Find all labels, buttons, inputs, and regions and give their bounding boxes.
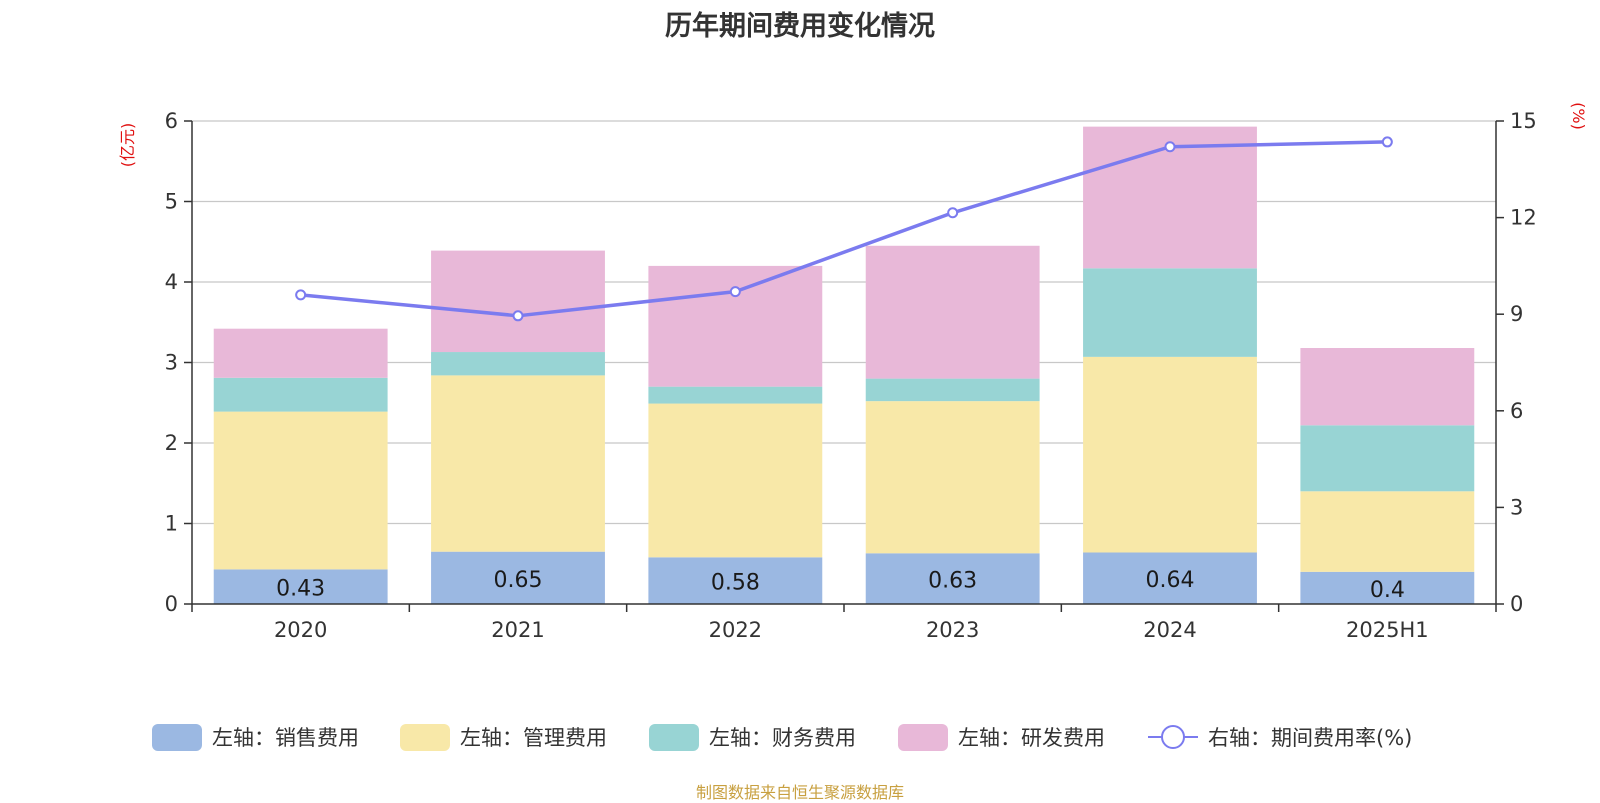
bar-segment-series-2-2022 bbox=[648, 386, 823, 404]
bar-segment-series-1-2025H1 bbox=[1300, 491, 1475, 572]
legend-label: 左轴：管理费用 bbox=[460, 726, 607, 750]
legend-label: 左轴：财务费用 bbox=[709, 726, 856, 750]
right-axis-tick-label: 12 bbox=[1510, 206, 1537, 230]
bar-segment-series-0-2025H1 bbox=[1300, 571, 1475, 604]
rate-line-series bbox=[295, 136, 1393, 322]
bar-segment-series-0-2024 bbox=[1083, 552, 1257, 604]
x-axis-tick-label: 2023 bbox=[926, 618, 979, 642]
legend-label: 右轴：期间费用率(%) bbox=[1208, 726, 1412, 750]
bar-segment-series-2-2023 bbox=[865, 378, 1040, 402]
bar-segment-series-2-2021 bbox=[431, 352, 605, 376]
bar-segment-series-1-2020 bbox=[213, 411, 388, 570]
bar-segment-series-2-2020 bbox=[213, 377, 388, 412]
right-axis-unit: (%) bbox=[1569, 102, 1588, 130]
bar-segment-series-1-2023 bbox=[865, 401, 1040, 554]
bar-segment-series-3-2020 bbox=[213, 328, 388, 378]
left-axis-tick-label: 5 bbox=[165, 190, 178, 214]
rate-point-2023 bbox=[947, 207, 959, 219]
bar-segment-series-2-2024 bbox=[1083, 268, 1257, 357]
rate-point-2024 bbox=[1164, 141, 1176, 153]
left-axis-tick-label: 0 bbox=[165, 592, 178, 616]
left-axis-tick-label: 3 bbox=[165, 351, 178, 375]
legend-swatch bbox=[649, 724, 699, 751]
source-note: 制图数据来自恒生聚源数据库 bbox=[695, 783, 904, 802]
bar-data-label: 0.65 bbox=[494, 568, 543, 593]
bar-segment-series-3-2025H1 bbox=[1300, 348, 1475, 426]
bar-segment-series-1-2021 bbox=[431, 375, 605, 552]
right-axis-tick-label: 6 bbox=[1510, 399, 1523, 423]
bar-segment-series-3-2023 bbox=[865, 245, 1040, 379]
right-axis-tick-label: 9 bbox=[1510, 302, 1523, 326]
bar-segment-series-1-2024 bbox=[1083, 356, 1257, 553]
x-axis-tick-label: 2020 bbox=[274, 618, 327, 642]
x-axis-tick-label: 2021 bbox=[491, 618, 544, 642]
left-axis-unit: (亿元) bbox=[118, 123, 137, 168]
left-axis-tick-label: 1 bbox=[165, 512, 178, 536]
bar-data-label: 0.64 bbox=[1146, 568, 1195, 593]
rate-point-2021 bbox=[512, 310, 524, 322]
bar-segment-series-1-2022 bbox=[648, 403, 823, 558]
bar-segment-series-2-2025H1 bbox=[1300, 425, 1475, 492]
bar-data-label: 0.58 bbox=[711, 571, 760, 596]
right-axis-tick-label: 3 bbox=[1510, 495, 1523, 519]
bar-segment-series-0-2021 bbox=[431, 551, 605, 604]
rate-point-2022 bbox=[729, 286, 741, 298]
rate-line bbox=[300, 140, 1388, 318]
bar-segment-series-3-2021 bbox=[431, 250, 605, 353]
legend-swatch bbox=[152, 724, 202, 751]
legend-swatch bbox=[400, 724, 450, 751]
legend-label: 左轴：销售费用 bbox=[212, 726, 359, 750]
rate-point-2025H1 bbox=[1381, 136, 1393, 148]
legend-swatch bbox=[898, 724, 948, 751]
bar-segment-series-0-2020 bbox=[213, 569, 388, 604]
left-axis-tick-label: 2 bbox=[165, 431, 178, 455]
left-axis-tick-label: 6 bbox=[165, 109, 178, 133]
x-axis-tick-label: 2024 bbox=[1143, 618, 1196, 642]
bar-segment-series-0-2022 bbox=[648, 557, 823, 604]
right-axis-tick-label: 15 bbox=[1510, 109, 1537, 133]
bar-data-label: 0.4 bbox=[1370, 578, 1405, 603]
legend-label: 左轴：研发费用 bbox=[958, 726, 1105, 750]
grid-lines bbox=[192, 120, 1496, 525]
x-axis-tick-label: 2022 bbox=[709, 618, 762, 642]
bars bbox=[213, 126, 1475, 604]
x-axis-tick-label: 2025H1 bbox=[1346, 618, 1429, 642]
bar-data-label: 0.63 bbox=[928, 569, 977, 594]
chart-title: 历年期间费用变化情况 bbox=[665, 11, 935, 42]
bar-segment-series-3-2022 bbox=[648, 265, 823, 387]
bar-segment-series-0-2023 bbox=[865, 553, 1040, 604]
legend: 左轴：销售费用 左轴：管理费用 左轴：财务费用 左轴：研发费用 右轴：期间费用率(%) bbox=[152, 724, 1412, 751]
rate-point-2020 bbox=[295, 289, 307, 301]
bar-data-label: 0.43 bbox=[276, 577, 325, 602]
legend-circle-symbol bbox=[1161, 725, 1185, 749]
bar-data-labels: 0.43 0.65 0.58 0.63 0.64 0.4 bbox=[276, 568, 1405, 603]
left-axis-tick-label: 4 bbox=[165, 270, 178, 294]
right-axis-tick-label: 0 bbox=[1510, 592, 1523, 616]
